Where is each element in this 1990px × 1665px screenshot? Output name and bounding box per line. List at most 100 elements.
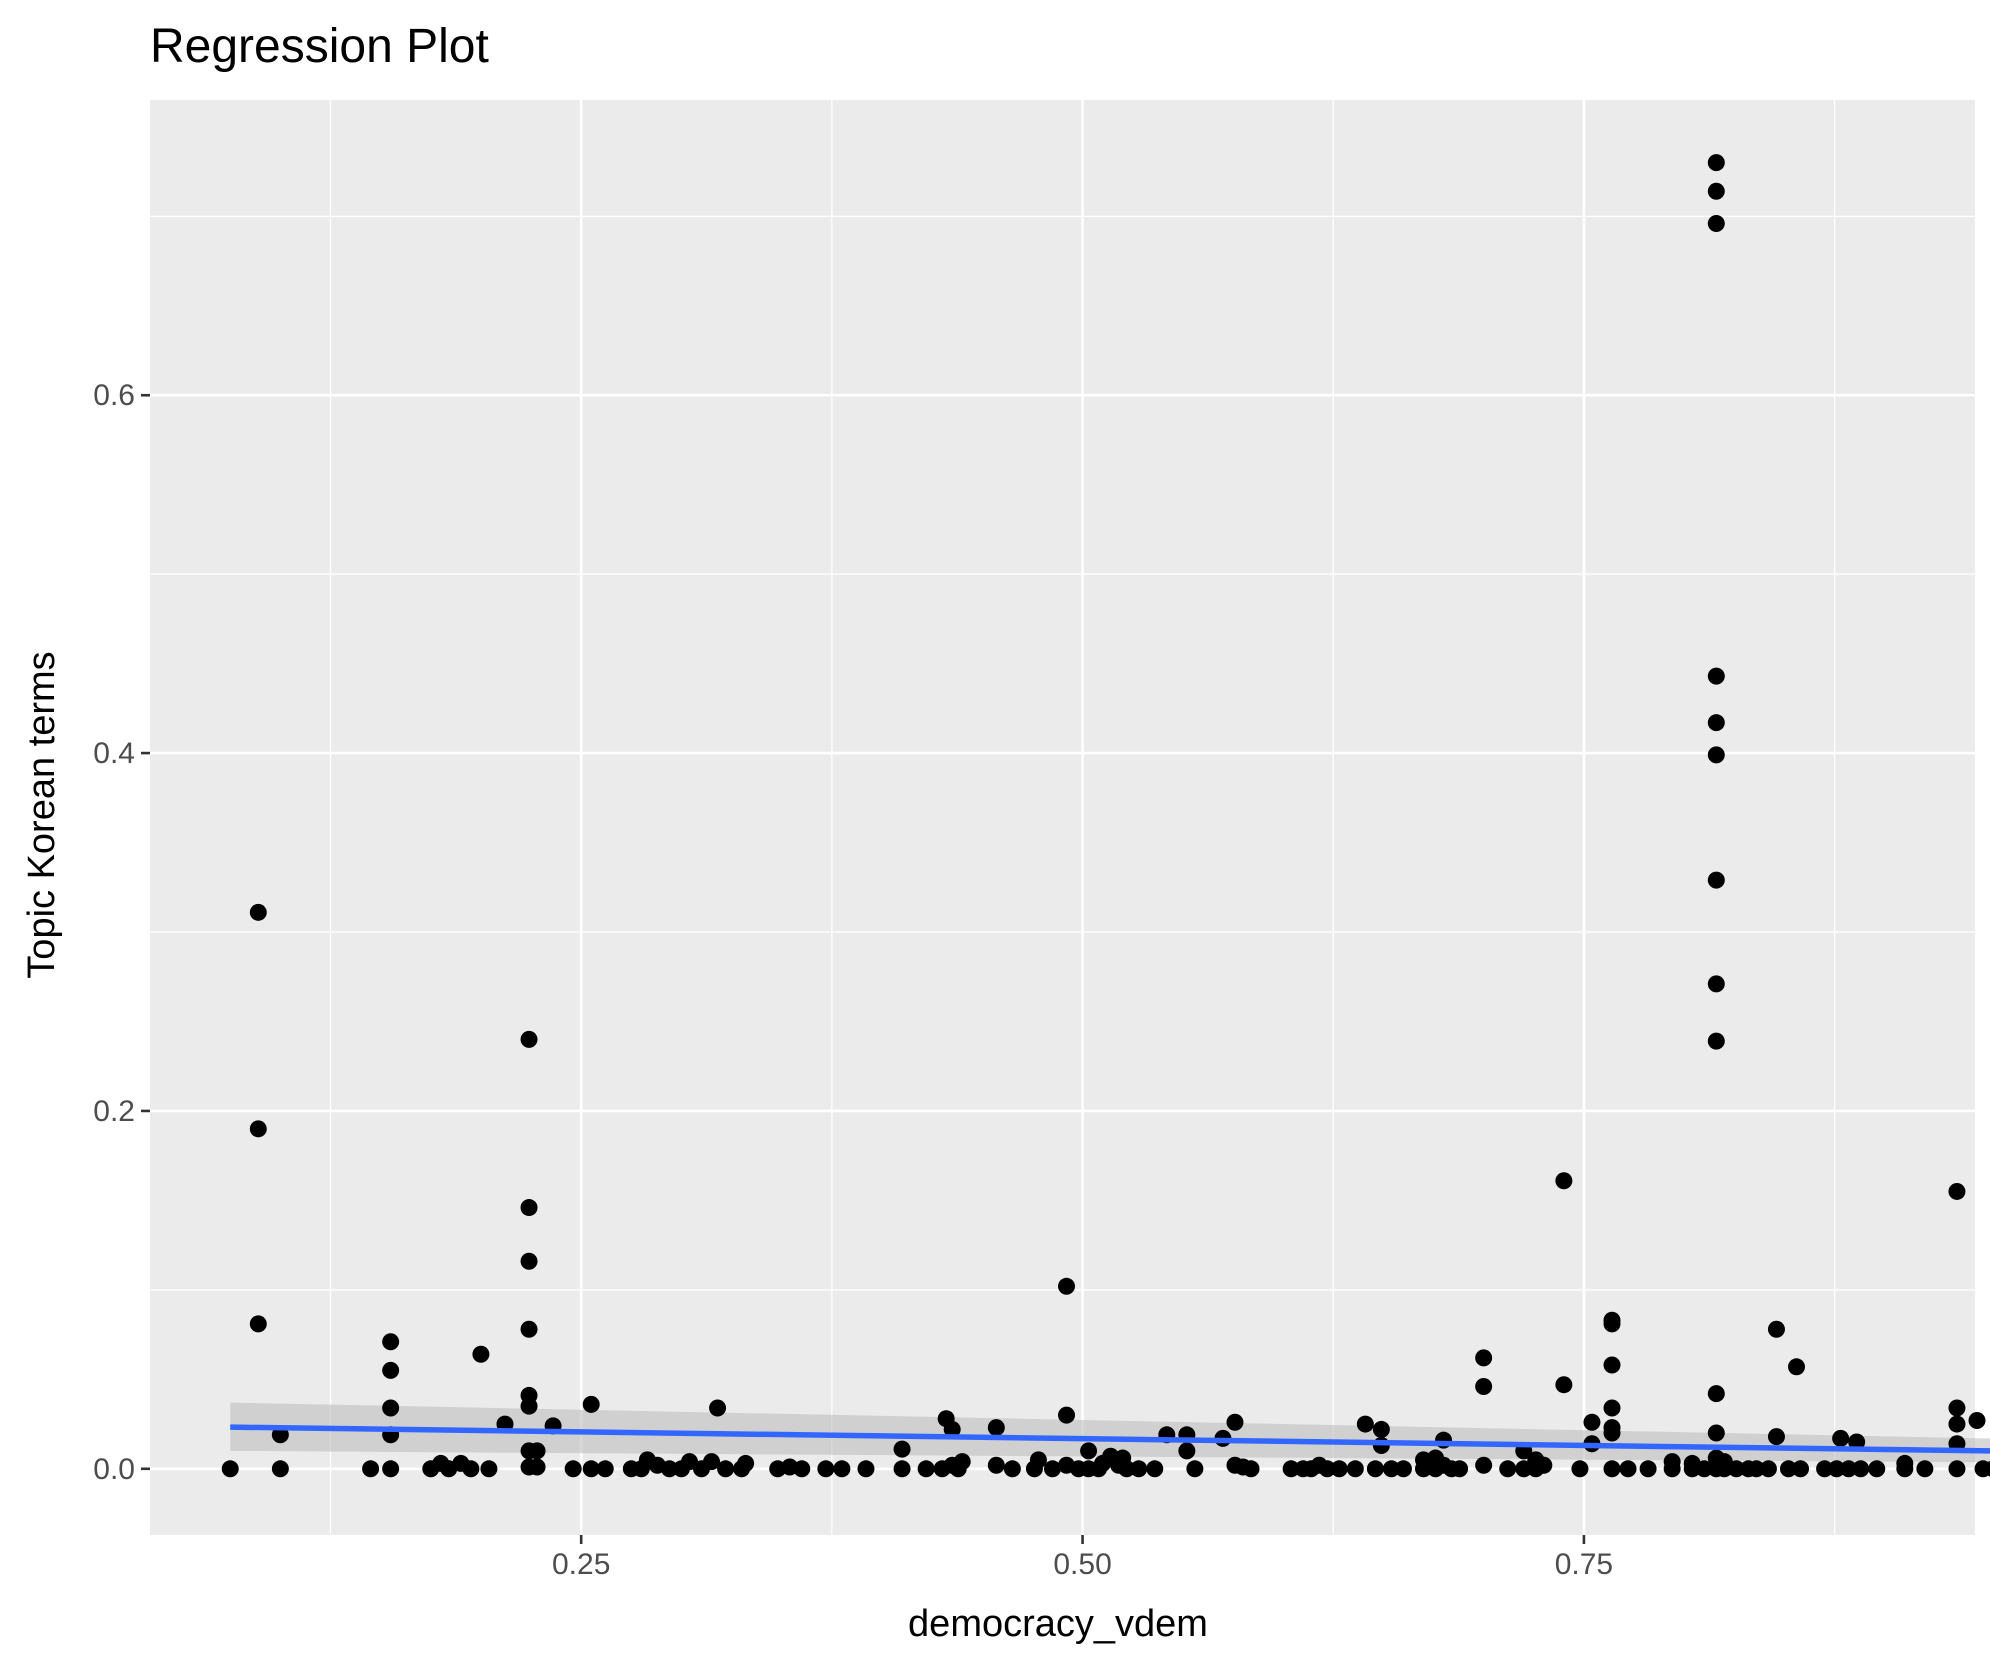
data-point <box>1372 1420 1390 1438</box>
data-point <box>1779 1460 1797 1478</box>
x-axis-title: democracy_vdem <box>908 1603 1208 1645</box>
x-axis-ticks: 0.25 0.50 0.75 <box>552 1535 1613 1581</box>
data-point <box>1003 1460 1021 1478</box>
data-point <box>1767 1428 1785 1446</box>
y-tick-label: 0.4 <box>93 737 135 770</box>
data-point <box>1984 1460 1990 1477</box>
data-point <box>1828 1460 1846 1478</box>
data-point <box>1372 1437 1390 1455</box>
data-point <box>893 1460 911 1478</box>
data-point <box>1603 1424 1621 1442</box>
data-point <box>362 1460 380 1478</box>
scatter-points <box>221 154 1990 1478</box>
data-point <box>1816 1460 1834 1478</box>
data-point <box>817 1460 835 1478</box>
data-point <box>1707 871 1725 889</box>
data-point <box>1058 1406 1076 1424</box>
data-point <box>1663 1453 1681 1471</box>
data-point <box>1840 1460 1858 1478</box>
y-tick-label: 0.2 <box>93 1095 135 1128</box>
data-point <box>1603 1356 1621 1374</box>
data-point <box>717 1460 735 1478</box>
data-point <box>1707 182 1725 200</box>
data-point <box>1535 1456 1553 1474</box>
data-point <box>249 1315 267 1333</box>
data-point <box>472 1345 490 1363</box>
data-point <box>1603 1399 1621 1417</box>
data-point <box>1759 1460 1777 1478</box>
data-point <box>1346 1460 1364 1478</box>
data-point <box>660 1460 678 1478</box>
data-point <box>382 1399 400 1417</box>
data-point <box>1475 1377 1493 1395</box>
data-point <box>987 1456 1005 1474</box>
data-point <box>1788 1358 1806 1376</box>
data-point <box>1282 1460 1300 1478</box>
data-point <box>520 1030 538 1048</box>
data-point <box>737 1454 755 1472</box>
data-point <box>1948 1415 1966 1433</box>
data-point <box>1130 1460 1148 1478</box>
data-point <box>462 1460 480 1478</box>
regression-line-layer <box>230 1424 1990 1454</box>
data-point <box>1555 1172 1573 1190</box>
data-point <box>1186 1460 1204 1478</box>
data-point <box>1330 1460 1348 1478</box>
data-point <box>1080 1442 1098 1460</box>
data-point <box>249 1120 267 1138</box>
data-point <box>1499 1460 1517 1478</box>
data-point <box>1603 1460 1621 1478</box>
data-point <box>1707 714 1725 732</box>
data-point <box>1707 746 1725 764</box>
data-point <box>1968 1411 1986 1429</box>
data-point <box>1916 1460 1934 1478</box>
data-point <box>1792 1460 1810 1478</box>
data-point <box>1366 1460 1384 1478</box>
data-point <box>1118 1460 1136 1478</box>
data-point <box>1948 1399 1966 1417</box>
data-point <box>1058 1277 1076 1295</box>
data-point <box>528 1442 546 1460</box>
data-point <box>1727 1460 1745 1478</box>
data-point <box>1555 1376 1573 1394</box>
data-point <box>1896 1454 1914 1472</box>
y-axis-title: Topic Korean terms <box>21 651 63 978</box>
regression-line <box>230 1424 1990 1454</box>
plot-panel <box>150 100 1975 1535</box>
data-point <box>1394 1460 1412 1478</box>
data-point <box>709 1399 727 1417</box>
data-point <box>1043 1460 1061 1478</box>
data-point <box>1146 1460 1164 1478</box>
data-point <box>382 1361 400 1379</box>
data-point <box>833 1460 851 1478</box>
data-point <box>1242 1460 1260 1478</box>
data-point <box>893 1440 911 1458</box>
data-point <box>1948 1460 1966 1478</box>
data-point <box>1451 1460 1469 1478</box>
data-point <box>520 1397 538 1415</box>
data-point <box>857 1460 875 1478</box>
data-point <box>382 1460 400 1478</box>
data-point <box>987 1419 1005 1437</box>
data-point <box>1356 1415 1374 1433</box>
data-point <box>249 903 267 921</box>
y-axis-ticks: 0.0 0.2 0.4 0.6 <box>93 379 150 1486</box>
data-point <box>582 1460 600 1478</box>
data-point <box>480 1460 498 1478</box>
data-point <box>1707 1385 1725 1403</box>
y-tick-label: 0.6 <box>93 379 135 412</box>
data-point <box>1318 1460 1336 1478</box>
data-point <box>793 1460 811 1478</box>
data-point <box>1707 667 1725 685</box>
data-point <box>382 1333 400 1351</box>
data-point <box>1832 1429 1850 1447</box>
data-point <box>943 1420 961 1438</box>
data-point <box>528 1458 546 1476</box>
data-point <box>1747 1460 1765 1478</box>
data-point <box>520 1252 538 1270</box>
data-point <box>1603 1315 1621 1333</box>
x-tick-label: 0.50 <box>1053 1548 1111 1581</box>
data-point <box>1583 1413 1601 1431</box>
data-point <box>1948 1182 1966 1200</box>
